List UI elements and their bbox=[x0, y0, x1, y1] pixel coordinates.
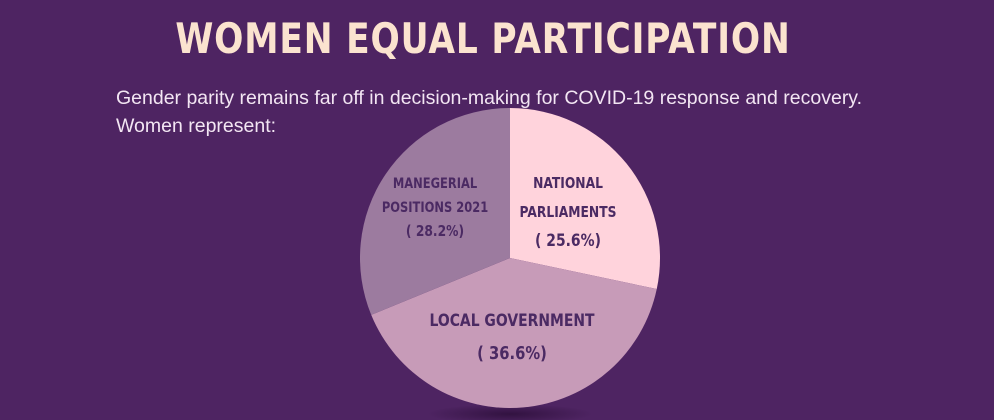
slice-label-national-parliaments: NATIONAL PARLIAMENTS ( 25.6%) bbox=[520, 175, 617, 250]
slice-label-line: ( 36.6%) bbox=[477, 343, 547, 364]
slice-label-manegerial-positions-2021: MANEGERIAL POSITIONS 2021 ( 28.2%) bbox=[382, 176, 488, 240]
slice-label-line: LOCAL GOVERNMENT bbox=[429, 311, 594, 331]
subtitle-line-1: Gender parity remains far off in decisio… bbox=[116, 87, 863, 109]
subtitle-line-2: Women represent: bbox=[116, 115, 277, 137]
slice-label-line: POSITIONS 2021 bbox=[382, 200, 488, 216]
slice-label-line: PARLIAMENTS bbox=[520, 204, 617, 221]
pie-slice-local-government bbox=[371, 258, 657, 408]
chart-subtitle: Gender parity remains far off in decisio… bbox=[116, 84, 916, 140]
chart-title: WOMEN EQUAL PARTICIPATION bbox=[175, 14, 791, 63]
slice-label-line: MANEGERIAL bbox=[393, 176, 477, 192]
slice-label-line: ( 25.6%) bbox=[535, 231, 601, 251]
slice-label-line: NATIONAL bbox=[533, 175, 603, 192]
slice-label-line: ( 28.2%) bbox=[406, 223, 464, 240]
pie-slice-national-parliaments bbox=[510, 108, 660, 290]
pie-shadow bbox=[427, 404, 593, 420]
pie-slice-manegerial-positions-2021 bbox=[360, 108, 510, 315]
slice-label-local-government: LOCAL GOVERNMENT ( 36.6%) bbox=[429, 311, 594, 364]
